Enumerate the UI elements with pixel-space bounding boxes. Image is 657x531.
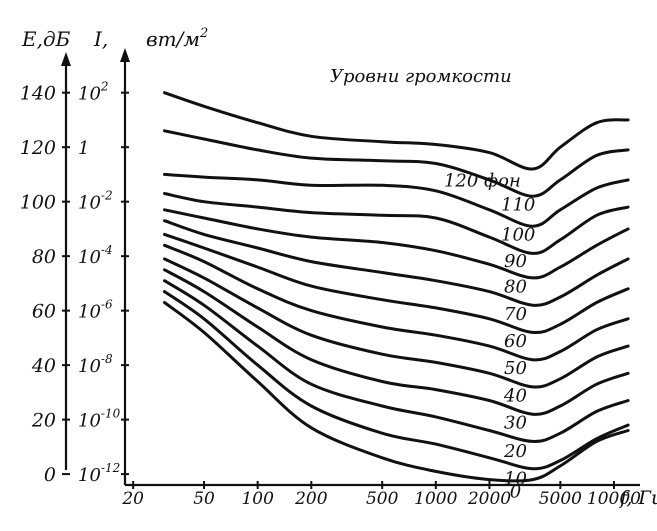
x-tick-label: 200 (294, 489, 328, 509)
x-tick-label: 20 (121, 489, 144, 509)
y-axis-left-arrow (61, 52, 71, 66)
curve-label: 20 (503, 441, 527, 462)
curve-label: 90 (504, 251, 527, 272)
y-left-tick-label: 80 (32, 246, 56, 268)
y-left-tick-label: 60 (32, 301, 56, 323)
y-axis-right-unit: вт/м2 (146, 26, 208, 51)
loudness-curve (163, 290, 630, 471)
x-axis-ticks: 20 50 100 200 500 1000 2000 5000 10000 (121, 481, 641, 509)
loudness-curve (163, 192, 630, 255)
y-right-tick-label: 10-12 (78, 461, 120, 486)
x-axis-label: f, Гц (618, 487, 657, 509)
loudness-curves (163, 91, 630, 483)
curve-label: 40 (503, 385, 527, 406)
y-left-tick-label: 120 (20, 137, 56, 159)
curve-label: 110 (501, 195, 535, 216)
y-axis-right-label: I, (93, 27, 108, 51)
curve-label: 120 фон (444, 170, 521, 191)
y-right-tick-label: 10-2 (78, 189, 113, 214)
x-tick-label: 10000 (587, 489, 641, 509)
curve-label: 50 (504, 358, 527, 379)
loudness-curve (163, 257, 630, 389)
y-right-tick-label: 1 (78, 138, 89, 159)
y-left-tick-label: 0 (44, 464, 56, 486)
y-right-tick-label: 10-10 (78, 407, 121, 432)
y-right-tick-label: 102 (78, 80, 109, 105)
loudness-curve (163, 172, 630, 228)
loudness-curve (163, 219, 630, 307)
y-left-tick-label: 20 (31, 410, 56, 432)
loudness-curve (163, 208, 630, 280)
loudness-curve (163, 268, 630, 416)
y-axis-right-arrow (120, 48, 130, 62)
y-axis-left: E,дБ 140 120 100 80 60 40 20 0 (20, 27, 71, 486)
curve-label: 100 (501, 225, 535, 246)
x-tick-label: 2000 (467, 489, 511, 509)
x-tick-label: 100 (241, 489, 274, 509)
curve-label: 10 (504, 468, 527, 489)
chart-title: Уровни громкости (330, 66, 512, 87)
curve-label: 60 (504, 331, 527, 352)
loudness-curve (163, 232, 630, 335)
x-tick-label: 500 (366, 489, 399, 509)
y-right-tick-label: 10-8 (78, 352, 113, 377)
y-left-tick-label: 140 (20, 83, 56, 105)
y-axis-right-ticks: 102 1 10-2 10-4 10-6 10-8 10-10 10-12 (78, 80, 129, 486)
x-tick-label: 50 (193, 489, 215, 509)
curve-label: 80 (504, 277, 527, 298)
curve-label: 70 (504, 304, 527, 325)
loudness-curve (163, 129, 630, 198)
y-axis-right: I, вт/м2 102 1 10-2 10-4 10-6 10-8 10-10 10-12 (78, 26, 208, 486)
y-axis-left-label: E,дБ (21, 27, 71, 51)
y-right-tick-label: 10-4 (78, 243, 113, 268)
x-tick-label: 5000 (539, 489, 582, 509)
curve-label: 30 (504, 413, 527, 434)
y-right-tick-label: 10-6 (78, 298, 113, 323)
y-left-tick-label: 40 (31, 355, 56, 377)
y-axis-left-ticks: 140 120 100 80 60 40 20 0 (20, 83, 70, 486)
loudness-curve (163, 279, 630, 443)
x-tick-label: 1000 (414, 489, 457, 509)
loudness-curve (163, 91, 630, 171)
curve-labels: 120 фон 110 100 90 80 70 60 50 40 30 20 100 (444, 170, 535, 502)
loudness-curve (163, 243, 630, 362)
y-left-tick-label: 100 (20, 192, 56, 214)
curve-label: 0 (510, 482, 521, 503)
loudness-curve (163, 301, 630, 483)
